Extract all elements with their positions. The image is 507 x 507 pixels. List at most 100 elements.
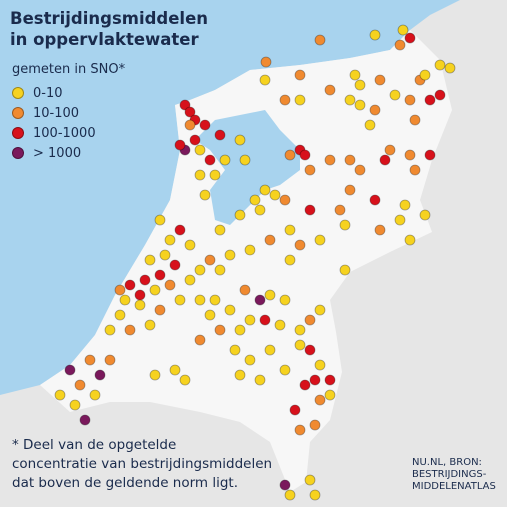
measurement-dot	[124, 279, 136, 291]
measurement-dot	[264, 344, 276, 356]
measurement-dot	[419, 209, 431, 221]
measurement-dot	[184, 239, 196, 251]
measurement-dot	[304, 474, 316, 486]
measurement-dot	[397, 24, 409, 36]
measurement-dot	[369, 29, 381, 41]
source-line: BESTRIJDINGS-	[412, 469, 487, 480]
measurement-dot	[179, 374, 191, 386]
measurement-dot	[179, 99, 191, 111]
measurement-dot	[184, 119, 196, 131]
measurement-dot	[239, 284, 251, 296]
measurement-dot	[84, 354, 96, 366]
measurement-dot	[264, 234, 276, 246]
measurement-dot	[344, 184, 356, 196]
measurement-dot	[434, 59, 446, 71]
measurement-dot	[234, 324, 246, 336]
measurement-dot	[214, 324, 226, 336]
measurement-dot	[444, 62, 456, 74]
measurement-dot	[284, 224, 296, 236]
title: Bestrijdingsmiddelen in oppervlaktewater	[10, 8, 208, 50]
measurement-dot	[219, 154, 231, 166]
measurement-dot	[169, 364, 181, 376]
measurement-dot	[394, 39, 406, 51]
measurement-dot	[204, 309, 216, 321]
measurement-dot	[279, 294, 291, 306]
measurement-dot	[254, 374, 266, 386]
measurement-dot	[259, 314, 271, 326]
measurement-dot	[309, 419, 321, 431]
measurement-dot	[144, 319, 156, 331]
netherlands	[40, 30, 452, 492]
measurement-dot	[409, 114, 421, 126]
measurement-dot	[169, 259, 181, 271]
measurement-dot	[204, 254, 216, 266]
measurement-dot	[209, 169, 221, 181]
measurement-dot	[314, 304, 326, 316]
legend: gemeten in SNO* 0-10 10-100 100-1000 > 1000	[12, 62, 125, 163]
measurement-dot	[159, 249, 171, 261]
measurement-dot	[289, 404, 301, 416]
measurement-dot	[384, 144, 396, 156]
measurement-dot	[194, 144, 206, 156]
measurement-dot	[74, 379, 86, 391]
measurement-dot	[114, 284, 126, 296]
measurement-dot	[194, 334, 206, 346]
measurement-dot	[309, 489, 321, 501]
measurement-dot	[354, 164, 366, 176]
measurement-dot	[284, 254, 296, 266]
measurement-dot	[354, 99, 366, 111]
measurement-dot	[274, 319, 286, 331]
source: NU.NL, BRON: BESTRIJDINGS- MIDDELENATLAS	[412, 457, 496, 493]
legend-label: 0-10	[33, 85, 63, 101]
measurement-dot	[214, 224, 226, 236]
measurement-dot	[374, 224, 386, 236]
measurement-dot	[424, 94, 436, 106]
measurement-dot	[224, 249, 236, 261]
measurement-dot	[184, 106, 196, 118]
measurement-dot	[279, 194, 291, 206]
legend-item: 100-1000	[12, 123, 125, 143]
measurement-dot	[119, 294, 131, 306]
measurement-dot	[199, 119, 211, 131]
measurement-dot	[304, 314, 316, 326]
measurement-dot	[199, 189, 211, 201]
measurement-dot	[279, 479, 291, 491]
legend-label: > 1000	[33, 145, 82, 161]
measurement-dot	[294, 324, 306, 336]
measurement-dot	[139, 274, 151, 286]
measurement-dot	[254, 204, 266, 216]
measurement-dot	[164, 234, 176, 246]
measurement-dot	[54, 389, 66, 401]
measurement-dot	[134, 299, 146, 311]
measurement-dot	[244, 354, 256, 366]
measurement-dot	[254, 294, 266, 306]
measurement-dot	[389, 89, 401, 101]
measurement-dot	[134, 289, 146, 301]
measurement-dot	[324, 84, 336, 96]
measurement-dot	[259, 74, 271, 86]
measurement-dot	[89, 389, 101, 401]
legend-title: gemeten in SNO*	[12, 62, 126, 77]
measurement-dot	[264, 289, 276, 301]
measurement-dot	[154, 304, 166, 316]
measurement-dot	[294, 339, 306, 351]
measurement-dot	[214, 264, 226, 276]
legend-swatch	[12, 147, 24, 159]
measurement-dot	[64, 364, 76, 376]
measurement-dot	[154, 214, 166, 226]
measurement-dot	[404, 234, 416, 246]
measurement-dot	[234, 134, 246, 146]
measurement-dot	[124, 324, 136, 336]
legend-item: 0-10	[12, 83, 125, 103]
legend-swatch	[12, 107, 24, 119]
measurement-dot	[424, 149, 436, 161]
measurement-dot	[174, 224, 186, 236]
measurement-dot	[379, 154, 391, 166]
legend-label: 100-1000	[33, 125, 96, 141]
measurement-dot	[259, 184, 271, 196]
measurement-dot	[279, 364, 291, 376]
measurement-dot	[364, 119, 376, 131]
legend-swatch	[12, 87, 24, 99]
title-line: in oppervlaktewater	[10, 30, 199, 49]
